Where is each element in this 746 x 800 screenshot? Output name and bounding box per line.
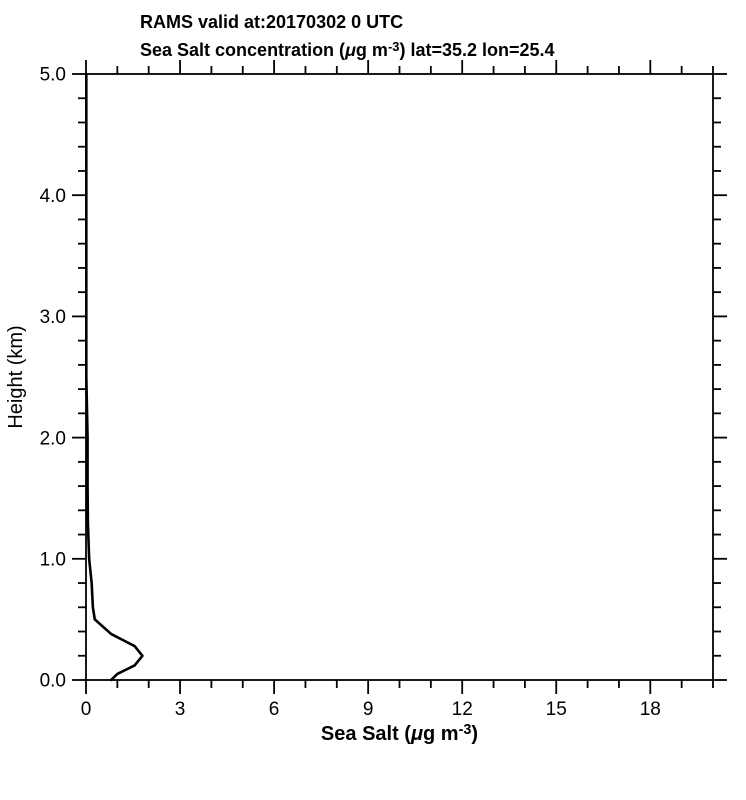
x-tick-label: 6 xyxy=(269,699,280,720)
y-axis-label: Height (km) xyxy=(5,325,27,428)
chart-title-line2: Sea Salt concentration (μg m-3) lat=35.2… xyxy=(140,39,555,60)
y-tick-label: 3.0 xyxy=(40,307,66,328)
chart-title-line1: RAMS valid at:20170302 0 UTC xyxy=(140,12,403,32)
y-tick-label: 4.0 xyxy=(40,186,66,207)
x-axis-label: Sea Salt (μg m-3) xyxy=(321,722,478,745)
x-tick-label: 15 xyxy=(546,699,567,720)
x-tick-label: 12 xyxy=(452,699,473,720)
x-tick-label: 0 xyxy=(81,699,92,720)
y-tick-label: 1.0 xyxy=(40,549,66,570)
plot-frame xyxy=(86,74,713,680)
profile-line xyxy=(86,74,142,680)
y-tick-label: 5.0 xyxy=(40,65,66,86)
y-tick-label: 2.0 xyxy=(40,428,66,449)
y-tick-label: 0.0 xyxy=(40,671,66,692)
profile-chart: RAMS valid at:20170302 0 UTC Sea Salt con… xyxy=(0,0,746,800)
x-tick-label: 9 xyxy=(363,699,374,720)
x-tick-label: 18 xyxy=(640,699,661,720)
x-tick-label: 3 xyxy=(175,699,186,720)
